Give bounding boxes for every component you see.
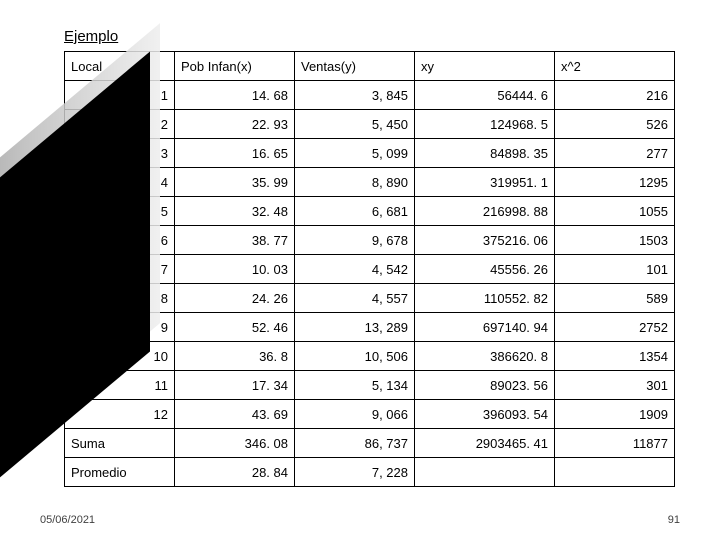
table-cell: 4, 557	[295, 284, 415, 313]
summary-cell: 86, 737	[295, 429, 415, 458]
table-cell: 277	[555, 139, 675, 168]
table-cell: 8, 890	[295, 168, 415, 197]
summary-cell	[555, 458, 675, 487]
table-cell: 10. 03	[175, 255, 295, 284]
table-cell: 319951. 1	[415, 168, 555, 197]
table-cell: 5, 450	[295, 110, 415, 139]
table-cell: 526	[555, 110, 675, 139]
table-cell: 375216. 06	[415, 226, 555, 255]
table-row: 1036. 810, 506386620. 81354	[65, 342, 675, 371]
summary-cell	[415, 458, 555, 487]
table-cell: 38. 77	[175, 226, 295, 255]
summary-label: Promedio	[65, 458, 175, 487]
table-cell: 5, 134	[295, 371, 415, 400]
table-cell: 13, 289	[295, 313, 415, 342]
table-cell: 22. 93	[175, 110, 295, 139]
table-cell: 16. 65	[175, 139, 295, 168]
table-cell: 101	[555, 255, 675, 284]
table-row: 1117. 345, 13489023. 56301	[65, 371, 675, 400]
table-cell: 17. 34	[175, 371, 295, 400]
table-cell: 6, 681	[295, 197, 415, 226]
table-cell: 9, 678	[295, 226, 415, 255]
table-cell: 110552. 82	[415, 284, 555, 313]
summary-cell: 2903465. 41	[415, 429, 555, 458]
table-cell: 1354	[555, 342, 675, 371]
table-cell: 5, 099	[295, 139, 415, 168]
summary-cell: 11877	[555, 429, 675, 458]
table-cell: 396093. 54	[415, 400, 555, 429]
table-cell: 24. 26	[175, 284, 295, 313]
table-cell: 1909	[555, 400, 675, 429]
table-cell: 45556. 26	[415, 255, 555, 284]
table-cell: 32. 48	[175, 197, 295, 226]
table-cell: 9, 066	[295, 400, 415, 429]
table-cell: 301	[555, 371, 675, 400]
slide: Ejemplo Local Pob Infan(x) Ventas(y) xy …	[0, 0, 720, 540]
table-cell: 2752	[555, 313, 675, 342]
table-row: 1243. 699, 066396093. 541909	[65, 400, 675, 429]
footer-page-number: 91	[668, 514, 680, 526]
table-cell: 84898. 35	[415, 139, 555, 168]
table-cell: 697140. 94	[415, 313, 555, 342]
table-cell: 14. 68	[175, 81, 295, 110]
table-cell: 36. 8	[175, 342, 295, 371]
table-cell: 124968. 5	[415, 110, 555, 139]
footer-date: 05/06/2021	[40, 514, 95, 526]
table-cell: 10, 506	[295, 342, 415, 371]
table-cell: 52. 46	[175, 313, 295, 342]
summary-cell: 346. 08	[175, 429, 295, 458]
col-header-pob: Pob Infan(x)	[175, 52, 295, 81]
col-header-x2: x^2	[555, 52, 675, 81]
table-summary-row: Suma346. 0886, 7372903465. 4111877	[65, 429, 675, 458]
summary-cell: 7, 228	[295, 458, 415, 487]
table-cell: 43. 69	[175, 400, 295, 429]
table-cell: 386620. 8	[415, 342, 555, 371]
table-cell: 35. 99	[175, 168, 295, 197]
table-summary-row: Promedio28. 847, 228	[65, 458, 675, 487]
col-header-ventas: Ventas(y)	[295, 52, 415, 81]
table-cell: 56444. 6	[415, 81, 555, 110]
table-cell: 216	[555, 81, 675, 110]
table-cell: 3, 845	[295, 81, 415, 110]
summary-label: Suma	[65, 429, 175, 458]
table-cell: 1055	[555, 197, 675, 226]
table-cell: 1503	[555, 226, 675, 255]
table-cell: 589	[555, 284, 675, 313]
summary-cell: 28. 84	[175, 458, 295, 487]
table-cell: 1295	[555, 168, 675, 197]
table-cell: 216998. 88	[415, 197, 555, 226]
table-cell: 4, 542	[295, 255, 415, 284]
col-header-xy: xy	[415, 52, 555, 81]
table-cell: 89023. 56	[415, 371, 555, 400]
